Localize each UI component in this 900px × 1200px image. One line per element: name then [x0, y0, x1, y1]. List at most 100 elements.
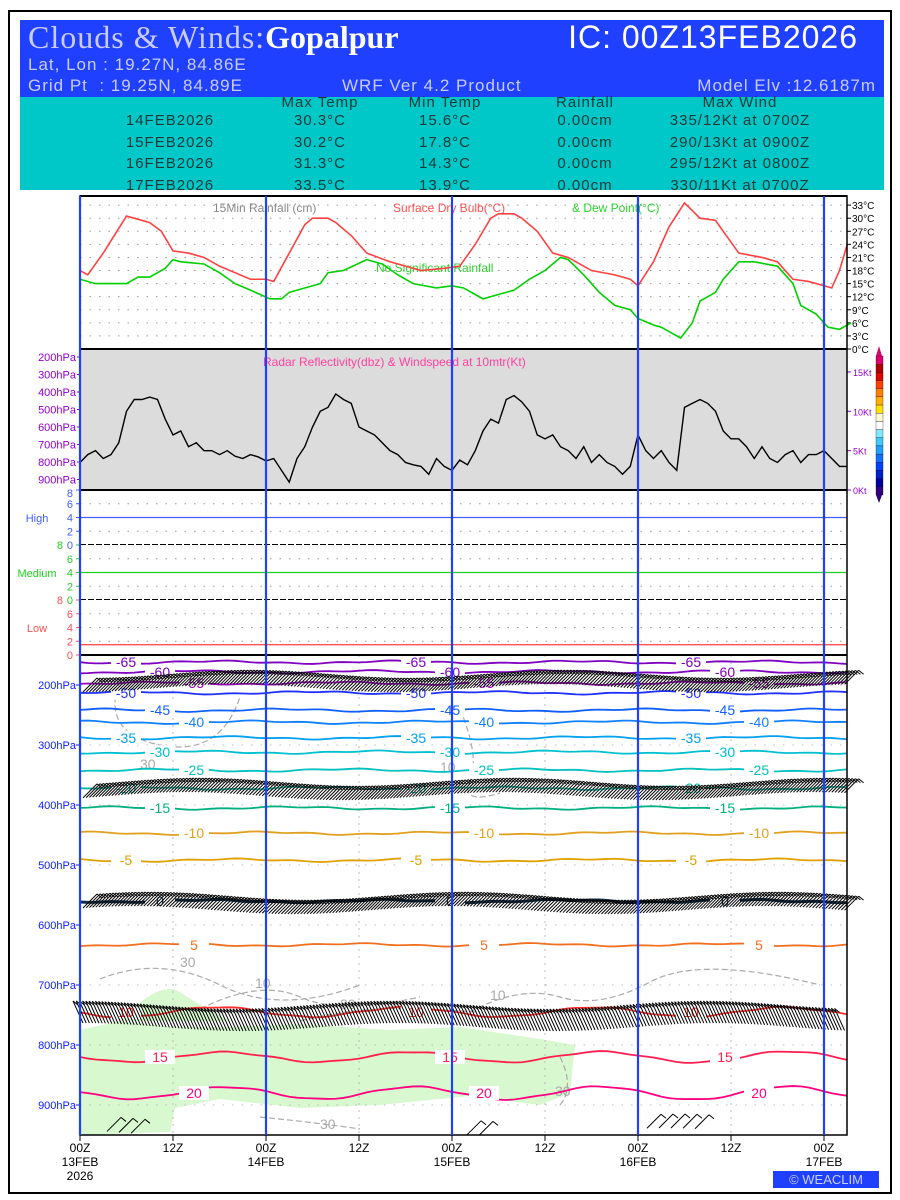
wind-barb: [482, 1005, 494, 1029]
rh-contour-label: 10: [255, 975, 271, 991]
wind-barb: [252, 780, 267, 796]
wind-barb: [277, 671, 293, 686]
wind-barb-flag: [231, 669, 237, 675]
wind-barb: [495, 777, 511, 793]
wind-barb: [367, 895, 383, 911]
wind-barb: [380, 784, 395, 800]
y-tick-label: 33°C: [852, 201, 874, 212]
wind-barb: [805, 892, 821, 908]
wind-barb-flag: [794, 673, 800, 679]
rh-contour: [469, 968, 821, 1013]
wind-barb-flag: [698, 785, 704, 790]
wind-barb: [460, 891, 475, 907]
wind-barb-flag: [416, 783, 423, 788]
wind-barb-flag: [768, 675, 775, 681]
wind-barb: [495, 671, 511, 687]
wind-barb-flag: [682, 785, 688, 791]
wind-barb: [777, 778, 792, 794]
wind-barb-flag: [144, 779, 151, 785]
wind-barb: [194, 777, 210, 793]
wind-barb-flag: [311, 899, 317, 905]
wind-barb: [133, 891, 149, 907]
wind-barb: [498, 893, 514, 909]
wind-barb-flag: [578, 1007, 584, 1013]
wind-barb: [533, 1008, 545, 1032]
wind-barb-flag: [699, 1000, 706, 1006]
wind-barb-flag: [648, 1002, 655, 1008]
wind-barb-flag: [132, 1117, 139, 1123]
wind-barb: [668, 896, 683, 912]
legend-dry-bulb: Surface Dry Bulb(°C): [393, 201, 505, 215]
wind-barb: [831, 894, 847, 910]
wind-barb: [460, 674, 475, 690]
summary-date: 17FEB2026: [125, 176, 215, 194]
wind-barb-flag: [659, 898, 666, 904]
wind-barb-flag: [496, 892, 503, 898]
wind-barb: [245, 669, 261, 685]
wind-barb-flag: [579, 898, 586, 904]
wind-barb-flag: [125, 892, 132, 897]
isotherm-label: -45: [440, 702, 460, 718]
wind-barb: [479, 777, 495, 793]
wind-barb: [587, 1007, 599, 1030]
isotherm-label: 15: [717, 1049, 733, 1065]
wind-barb-flag: [248, 1008, 255, 1014]
wind-barb-flag: [400, 677, 407, 683]
wind-barb: [158, 1005, 170, 1028]
wind-barb-flag: [693, 1000, 700, 1006]
colorbar-swatch: [875, 355, 884, 365]
wind-barb: [469, 778, 485, 794]
isotherm-label-bg: [469, 715, 499, 730]
wind-barb: [697, 784, 712, 800]
wind-barb-flag: [650, 785, 656, 791]
wind-barb: [658, 675, 674, 691]
wind-barb-flag: [147, 779, 154, 785]
wind-barb: [322, 1003, 334, 1027]
wind-barb: [169, 892, 184, 908]
wind-barb: [280, 1007, 292, 1030]
wind-barb: [796, 672, 811, 688]
isotherm-label: 5: [190, 937, 198, 953]
model-elevation: Model Elv :12.6187m: [697, 76, 876, 95]
wind-barb-flag: [455, 891, 461, 897]
wind-barb: [194, 894, 210, 909]
x-tick-label: 00Z: [256, 1141, 277, 1155]
wind-barb-flag: [739, 677, 746, 683]
wind-barb: [492, 671, 507, 687]
station-name: Gopalpur: [265, 19, 399, 55]
wind-barb: [655, 785, 671, 801]
wind-barb-flag: [778, 779, 784, 785]
wind-barb-flag: [365, 897, 372, 902]
wind-barb: [601, 783, 616, 799]
isotherm-line: [79, 857, 848, 863]
col-header-min-temp: Min Temp: [408, 94, 482, 111]
initial-condition: IC: 00Z13FEB2026: [568, 19, 858, 55]
wind-barb: [159, 673, 175, 689]
wind-barb-flag: [645, 1003, 652, 1008]
wind-barb-flag: [307, 899, 314, 905]
wind-barb-flag: [135, 891, 141, 897]
wind-barb-flag: [736, 677, 743, 683]
wind-barb-flag: [384, 677, 391, 683]
wind-barb-flag: [387, 895, 394, 901]
wind-barb: [830, 1008, 842, 1031]
wind-barb-flag: [103, 677, 109, 683]
wind-barb: [191, 893, 207, 909]
wind-barb: [249, 780, 264, 796]
wind-barb-flag: [544, 778, 551, 784]
cloud-tick-label: 2: [67, 636, 73, 648]
wind-barb: [94, 1001, 106, 1024]
wind-barb: [181, 893, 197, 908]
wind-barb-flag: [359, 897, 365, 903]
wind-barb: [713, 893, 728, 909]
wind-barb-flag: [787, 674, 794, 680]
wind-barb-flag: [679, 676, 685, 682]
wind-barb-flag: [461, 891, 468, 897]
wind-barb: [825, 777, 840, 793]
wind-barb: [828, 670, 843, 686]
wind-barb: [106, 1117, 122, 1132]
wind-barb: [105, 677, 120, 692]
isotherm-label-bg: [435, 1050, 465, 1064]
wind-barb: [267, 1007, 279, 1031]
wind-barb: [207, 778, 223, 793]
